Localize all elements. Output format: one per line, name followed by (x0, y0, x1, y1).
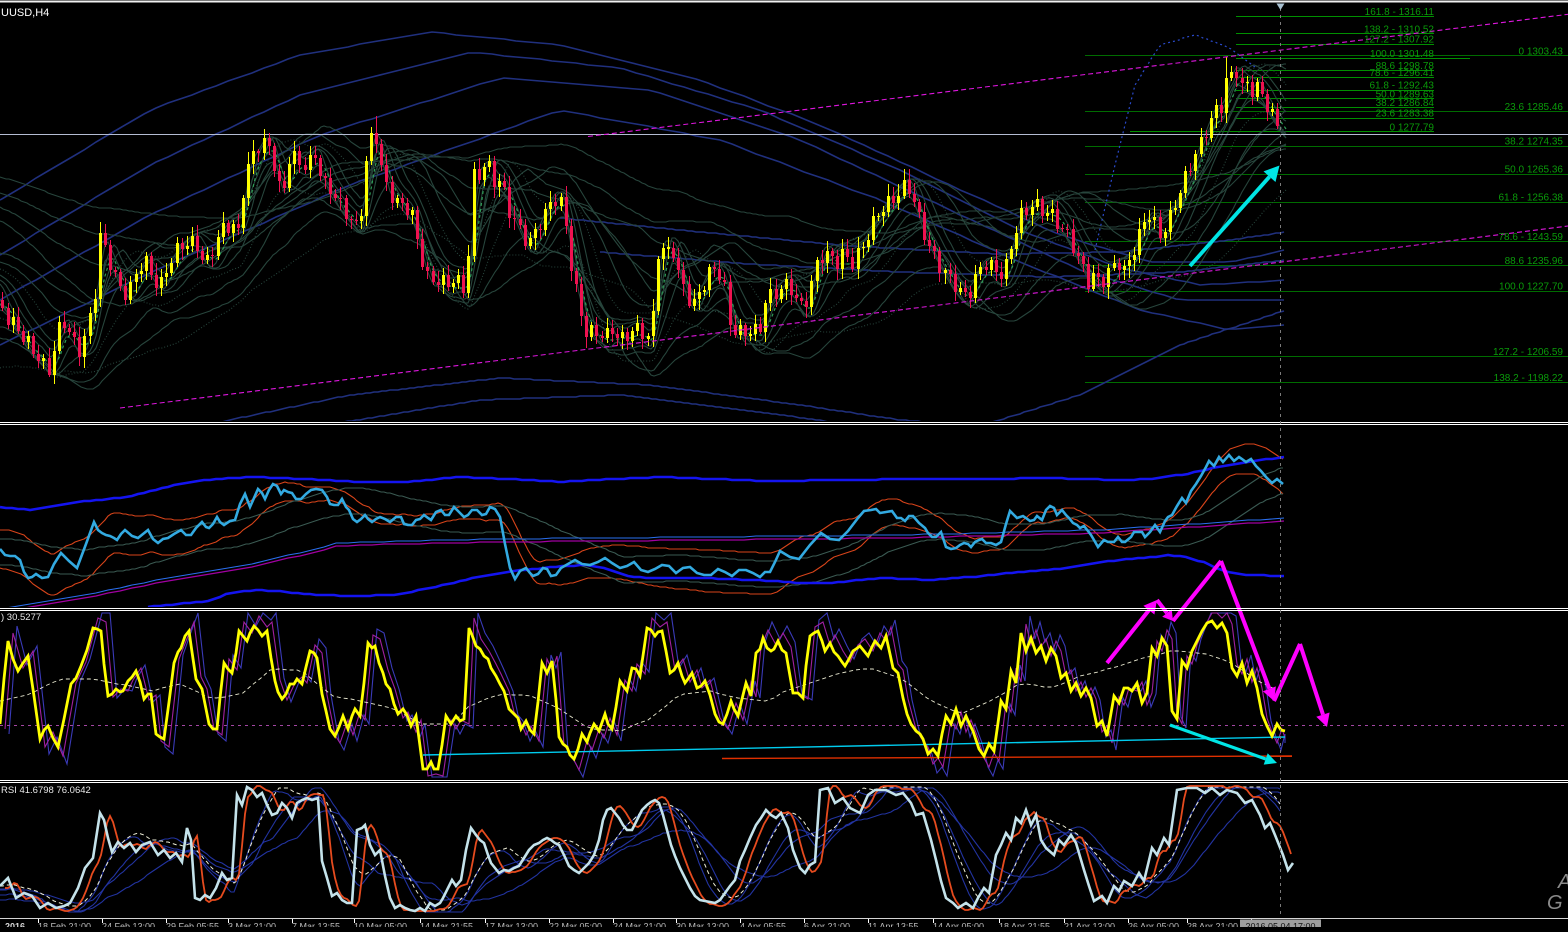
svg-text:UUSD,H4: UUSD,H4 (1, 7, 49, 19)
svg-text:100.0 1227.70: 100.0 1227.70 (1499, 282, 1563, 293)
svg-text:61.8 - 1292.43: 61.8 - 1292.43 (1370, 81, 1435, 92)
svg-text:2016.05.04 17:00: 2016.05.04 17:00 (1245, 922, 1315, 928)
svg-text:88.6 1235.96: 88.6 1235.96 (1505, 256, 1564, 267)
svg-text:28 Apr 21:00: 28 Apr 21:00 (1187, 922, 1238, 928)
svg-text:24 Mar 21:00: 24 Mar 21:00 (613, 922, 666, 928)
svg-text:G: G (1547, 892, 1563, 914)
svg-text:6 Apr 21:00: 6 Apr 21:00 (804, 922, 850, 928)
svg-text:78.6 - 1243.59: 78.6 - 1243.59 (1499, 232, 1564, 243)
svg-text:100.0 1301.48: 100.0 1301.48 (1370, 49, 1434, 60)
svg-text:50.0 1265.36: 50.0 1265.36 (1505, 165, 1564, 176)
svg-text:17 Mar 13:00: 17 Mar 13:00 (485, 922, 538, 928)
svg-text:23.6 1283.38: 23.6 1283.38 (1376, 109, 1435, 120)
svg-text:24 Feb 13:00: 24 Feb 13:00 (102, 922, 155, 928)
svg-text:11 Apr 13:55: 11 Apr 13:55 (868, 922, 918, 928)
svg-text:2016: 2016 (5, 922, 25, 928)
svg-text:38.2 1274.35: 38.2 1274.35 (1505, 137, 1564, 148)
svg-text:30 Mar 13:00: 30 Mar 13:00 (676, 922, 729, 928)
svg-text:38.2 1286.84: 38.2 1286.84 (1376, 98, 1435, 109)
svg-text:18 Feb 21:00: 18 Feb 21:00 (38, 922, 91, 928)
svg-text:78.6 - 1296.41: 78.6 - 1296.41 (1370, 68, 1435, 79)
svg-text:61.8 - 1256.38: 61.8 - 1256.38 (1499, 193, 1564, 204)
svg-text:50.0 1289.63: 50.0 1289.63 (1376, 89, 1435, 100)
svg-text:4 Apr 05:55: 4 Apr 05:55 (740, 922, 786, 928)
svg-text:10 Mar 05:00: 10 Mar 05:00 (354, 922, 407, 928)
svg-text:14 Mar 21:55: 14 Mar 21:55 (420, 922, 473, 928)
svg-text:23.6 1285.46: 23.6 1285.46 (1505, 102, 1564, 113)
svg-text:18 Apr 21:55: 18 Apr 21:55 (999, 922, 1050, 928)
svg-text:0 1303.43: 0 1303.43 (1519, 46, 1564, 57)
svg-text:21 Apr 13:00: 21 Apr 13:00 (1064, 922, 1115, 928)
svg-text:RSI 41.6798 76.0642: RSI 41.6798 76.0642 (1, 785, 91, 796)
svg-text:0 1277.79: 0 1277.79 (1390, 122, 1435, 133)
svg-text:3 Mar 21:00: 3 Mar 21:00 (228, 922, 276, 928)
svg-text:138.2 - 1310.52: 138.2 - 1310.52 (1364, 24, 1434, 35)
svg-text:161.8 - 1316.11: 161.8 - 1316.11 (1365, 7, 1435, 18)
svg-text:) 30.5277: ) 30.5277 (1, 612, 41, 623)
svg-text:14 Apr 05:00: 14 Apr 05:00 (933, 922, 984, 928)
svg-text:22 Mar 05:00: 22 Mar 05:00 (549, 922, 602, 928)
svg-text:29 Feb 05:55: 29 Feb 05:55 (166, 922, 219, 928)
svg-text:127.2 - 1307.92: 127.2 - 1307.92 (1364, 35, 1434, 46)
svg-text:138.2 - 1198.22: 138.2 - 1198.22 (1494, 373, 1564, 384)
svg-text:26 Apr 05:00: 26 Apr 05:00 (1128, 922, 1179, 928)
svg-text:88.6 1298.78: 88.6 1298.78 (1376, 61, 1435, 72)
svg-text:127.2 - 1206.59: 127.2 - 1206.59 (1493, 347, 1563, 358)
svg-text:A: A (1557, 871, 1568, 893)
svg-text:7 Mar 13:55: 7 Mar 13:55 (292, 922, 340, 928)
